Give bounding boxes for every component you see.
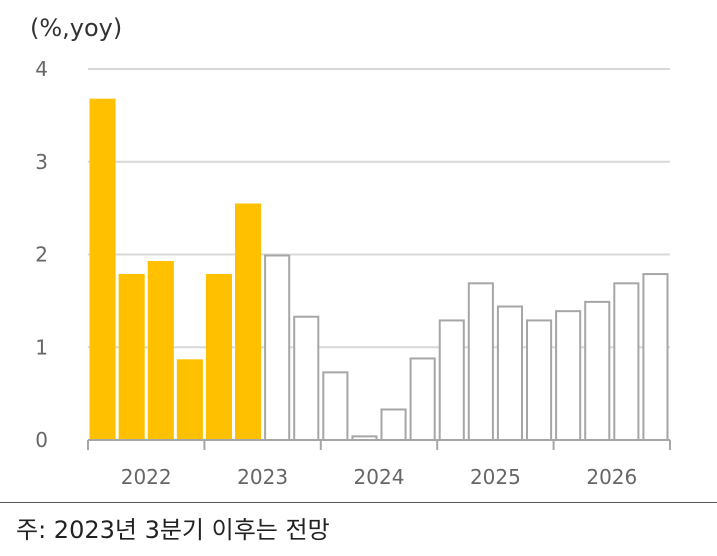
- bar-actual: [205, 273, 232, 440]
- bar-actual: [235, 203, 262, 440]
- bar-forecast: [467, 282, 494, 442]
- bar-forecast: [293, 315, 320, 441]
- y-tick-label: 4: [35, 57, 48, 81]
- y-tick-label: 1: [35, 335, 48, 359]
- y-tick-label: 2: [35, 243, 48, 267]
- bar-chart: 0 1 2 3 4 2022 2023 2024 2025 2026: [35, 57, 671, 489]
- x-tick-label: 2026: [586, 465, 637, 489]
- bar-forecast: [555, 310, 582, 441]
- bar-forecast: [526, 319, 553, 441]
- bar-actual: [147, 260, 174, 440]
- x-tick-label: 2022: [121, 465, 172, 489]
- bar-actual: [89, 98, 116, 441]
- bars: [89, 98, 669, 442]
- footnote: 주: 2023년 3분기 이후는 전망: [16, 516, 330, 544]
- x-tick-label: 2023: [237, 465, 288, 489]
- bar-forecast: [322, 371, 349, 441]
- bar-forecast: [496, 305, 523, 442]
- x-tick-label: 2024: [354, 465, 405, 489]
- bar-forecast: [438, 319, 465, 441]
- bar-actual: [176, 359, 203, 440]
- bar-forecast: [642, 273, 669, 441]
- bar-forecast: [264, 254, 291, 441]
- bar-forecast: [380, 408, 407, 441]
- bar-forecast: [584, 300, 611, 441]
- bar-forecast: [409, 357, 436, 442]
- y-axis-unit-label: (%,yoy): [30, 14, 123, 42]
- bar-actual: [118, 273, 145, 440]
- x-tick-labels: 2022 2023 2024 2025 2026: [121, 465, 638, 489]
- y-tick-label: 3: [35, 150, 48, 174]
- note-divider: [0, 502, 717, 503]
- x-tick-label: 2025: [470, 465, 521, 489]
- y-tick-label: 0: [35, 428, 48, 452]
- x-axis: [87, 439, 671, 450]
- grid-lines: [88, 68, 670, 349]
- bar-forecast: [613, 282, 640, 442]
- y-tick-labels: 0 1 2 3 4: [35, 57, 48, 452]
